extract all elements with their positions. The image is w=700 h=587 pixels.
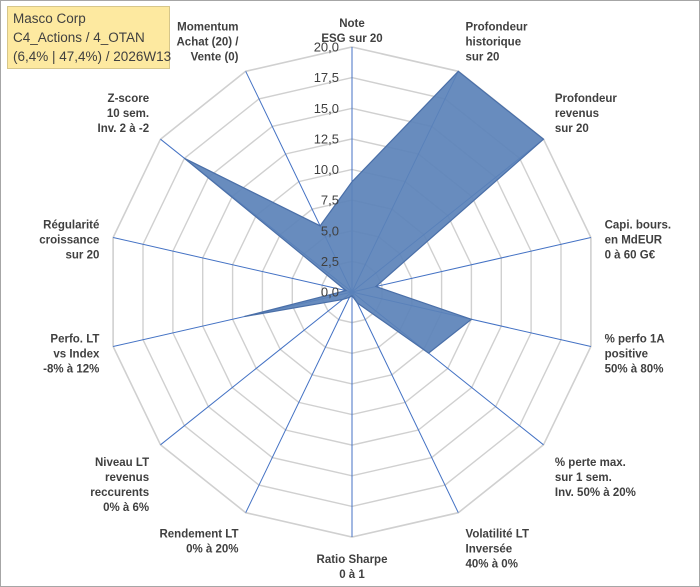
company-name: Masco Corp bbox=[13, 11, 86, 26]
axis-spoke bbox=[351, 291, 459, 513]
axis-label: Z-score 10 sem. Inv. 2 à -2 bbox=[98, 93, 150, 135]
tick-label: 20,0 bbox=[314, 40, 339, 55]
radar-axis-labels: Note ESG sur 20 Profondeur historique sur 20… bbox=[39, 18, 671, 581]
axis-spoke bbox=[351, 237, 592, 293]
axis-label: % perte max. sur 1 sem. Inv. 50% à 20% bbox=[555, 457, 636, 499]
axis-spoke bbox=[112, 237, 353, 293]
tick-label: 5,0 bbox=[321, 223, 339, 238]
axis-label: % perfo 1A positive 50% à 80% bbox=[605, 334, 665, 376]
tick-label: 0,0 bbox=[321, 285, 339, 300]
axis-label: Ratio Sharpe 0 à 1 bbox=[317, 554, 388, 581]
tick-label: 7,5 bbox=[321, 193, 339, 208]
tick-label: 17,5 bbox=[314, 70, 339, 85]
axis-label: Perfo. LT vs Index -8% à 12% bbox=[43, 334, 100, 376]
axis-label: Rendement LT 0% à 20% bbox=[159, 529, 238, 556]
tick-label: 15,0 bbox=[314, 101, 339, 116]
score-summary: (6,4% | 47,4%) / 2026W13 bbox=[13, 49, 172, 64]
tick-label: 12,5 bbox=[314, 131, 339, 146]
axis-label: Profondeur revenus sur 20 bbox=[555, 93, 617, 135]
axis-label: Profondeur historique sur 20 bbox=[466, 22, 528, 64]
axis-label: Note ESG sur 20 bbox=[321, 18, 382, 45]
axis-label: Capi. bours. en MdEUR 0 à 60 G€ bbox=[605, 219, 671, 261]
axis-label: Volatilité LT Inversée 40% à 0% bbox=[466, 529, 529, 571]
radar-series bbox=[184, 70, 545, 354]
axis-spoke bbox=[160, 291, 353, 446]
tick-label: 10,0 bbox=[314, 162, 339, 177]
series-area bbox=[184, 70, 545, 354]
axis-label: Momentum Achat (20) / Vente (0) bbox=[177, 22, 240, 64]
axis-label: Niveau LT revenus reccurents 0% à 6% bbox=[90, 457, 149, 514]
chart-title-box: Masco Corp C4_Actions / 4_OTAN (6,4% | 4… bbox=[7, 6, 172, 69]
portfolio-label: C4_Actions / 4_OTAN bbox=[13, 30, 145, 45]
axis-spoke bbox=[245, 291, 353, 513]
radar-tick-labels: 0,0 2,5 5,0 7,5 10,0 12,5 15,0 17,5 20,0 bbox=[314, 40, 339, 300]
tick-label: 2,5 bbox=[321, 254, 339, 269]
axis-label: Régularité croissance sur 20 bbox=[39, 219, 99, 261]
